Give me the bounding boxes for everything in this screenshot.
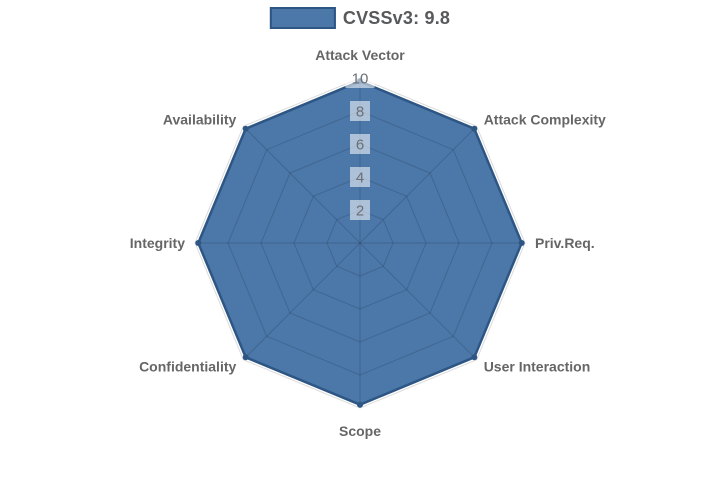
grid-ring <box>227 110 493 376</box>
axis-line <box>242 125 361 244</box>
tick-backdrop <box>350 134 370 154</box>
tick-label: 2 <box>356 203 364 220</box>
tick-backdrop <box>350 167 370 187</box>
axis-label-user-interaction: User Interaction <box>484 359 591 375</box>
axis-line <box>242 242 361 361</box>
axis-label-scope: Scope <box>339 423 381 439</box>
grid-ring <box>326 209 394 277</box>
grid-ring <box>260 143 460 343</box>
tick-label: 10 <box>352 71 369 88</box>
legend-item[interactable]: CVSSv3: 9.8 <box>269 7 451 29</box>
data-point <box>471 125 478 132</box>
data-point <box>518 240 525 246</box>
axis-label-confidentiality: Confidentiality <box>139 359 236 375</box>
tick-label: 8 <box>356 104 364 121</box>
data-point <box>357 401 363 408</box>
data-point <box>242 354 249 361</box>
axis-label-attack-vector: Attack Vector <box>315 47 405 63</box>
tick-label: 4 <box>356 170 364 187</box>
tick-label: 6 <box>356 137 364 154</box>
axis-label-availability: Availability <box>163 111 237 127</box>
data-point <box>242 125 249 132</box>
axis-label-attack-complexity: Attack Complexity <box>484 111 606 127</box>
data-point <box>195 240 202 246</box>
tick-backdrop <box>350 200 370 220</box>
axis-line <box>359 125 478 244</box>
axis-label-priv-req: Priv.Req. <box>535 235 595 251</box>
legend-label: CVSSv3: 9.8 <box>342 7 451 28</box>
data-polygon-fill <box>198 81 522 405</box>
tick-backdrop <box>350 101 370 121</box>
tick-backdrop <box>345 68 375 88</box>
axis-line <box>359 242 478 361</box>
grid-ring <box>293 176 427 310</box>
axis-label-integrity: Integrity <box>130 235 185 251</box>
data-point <box>471 354 478 361</box>
legend-swatch <box>269 7 336 29</box>
grid-ring <box>194 77 526 409</box>
